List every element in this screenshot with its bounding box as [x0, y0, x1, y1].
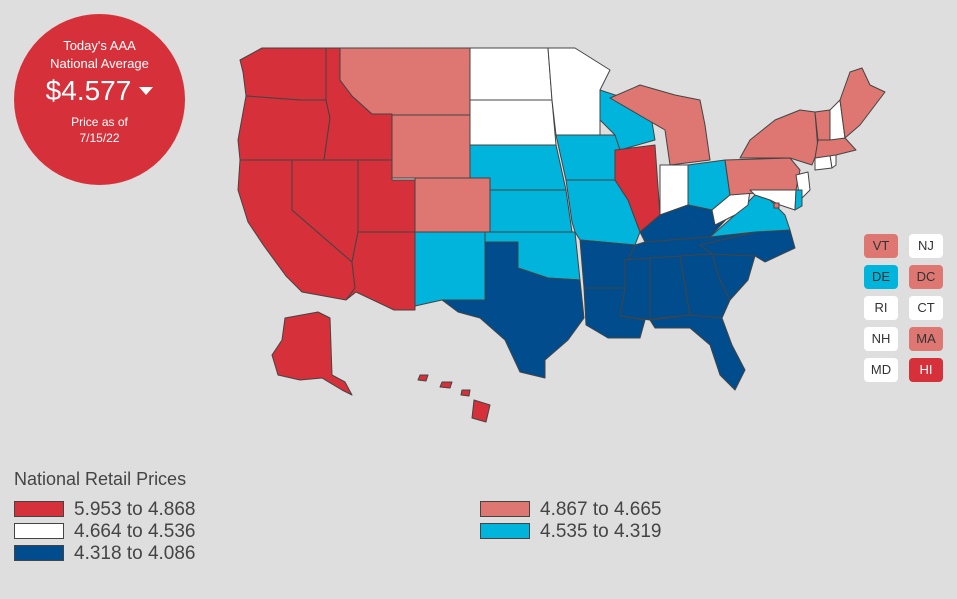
legend-swatch — [14, 523, 64, 539]
state-ND[interactable] — [469, 47, 553, 101]
state-MI[interactable] — [609, 84, 711, 166]
small-state-DE[interactable]: DE — [864, 265, 898, 289]
average-price-value: $4.577 — [45, 75, 132, 106]
small-state-MA[interactable]: MA — [909, 327, 943, 351]
legend-label: 4.318 to 4.086 — [74, 543, 196, 564]
small-state-NH[interactable]: NH — [864, 327, 898, 351]
state-OR[interactable] — [237, 95, 331, 161]
price-date-label: Price as of — [71, 115, 128, 129]
state-DE[interactable] — [794, 189, 803, 211]
state-TX[interactable] — [441, 241, 585, 379]
legend-swatch — [14, 545, 64, 561]
state-CO[interactable] — [414, 177, 491, 233]
small-state-HI[interactable]: HI — [909, 358, 943, 382]
state-WY[interactable] — [391, 114, 471, 179]
state-HI[interactable] — [417, 374, 491, 423]
price-date: Price as of 7/15/22 — [14, 114, 185, 146]
small-state-VT[interactable]: VT — [864, 234, 898, 258]
national-average-badge[interactable]: Today's AAA National Average $4.577 Pric… — [14, 14, 185, 185]
state-NY[interactable] — [739, 109, 819, 166]
legend-title: National Retail Prices — [14, 469, 187, 489]
chevron-down-icon[interactable] — [139, 86, 154, 95]
state-ME[interactable] — [839, 67, 886, 139]
state-AK[interactable] — [271, 311, 353, 396]
badge-title: Today's AAA National Average — [14, 37, 185, 73]
legend-label: 4.664 to 4.536 — [74, 521, 196, 542]
badge-title-line1: Today's AAA — [63, 38, 136, 53]
small-state-CT[interactable]: CT — [909, 296, 943, 320]
legend-swatch — [14, 501, 64, 517]
state-SD[interactable] — [469, 99, 557, 146]
legend-label: 5.953 to 4.868 — [74, 499, 196, 520]
badge-title-line2: National Average — [50, 56, 149, 71]
legend-swatch — [480, 501, 530, 517]
state-DC[interactable] — [773, 202, 780, 209]
average-price: $4.577 — [14, 74, 185, 108]
small-state-DC[interactable]: DC — [909, 265, 943, 289]
legend-label: 4.867 to 4.665 — [540, 499, 662, 520]
state-VT[interactable] — [814, 109, 831, 141]
state-WA[interactable] — [239, 47, 327, 101]
state-KS[interactable] — [489, 189, 573, 233]
small-state-MD[interactable]: MD — [864, 358, 898, 382]
legend-swatch — [480, 523, 530, 539]
state-NM[interactable] — [414, 231, 486, 307]
state-PA[interactable] — [724, 157, 801, 196]
state-FL[interactable] — [649, 314, 746, 391]
price-date-value: 7/15/22 — [79, 131, 120, 145]
state-MS[interactable] — [619, 257, 651, 321]
small-state-NJ[interactable]: NJ — [909, 234, 943, 258]
small-state-RI[interactable]: RI — [864, 296, 898, 320]
state-AZ[interactable] — [345, 231, 416, 311]
legend-label: 4.535 to 4.319 — [540, 521, 662, 542]
state-MA[interactable] — [814, 137, 857, 159]
